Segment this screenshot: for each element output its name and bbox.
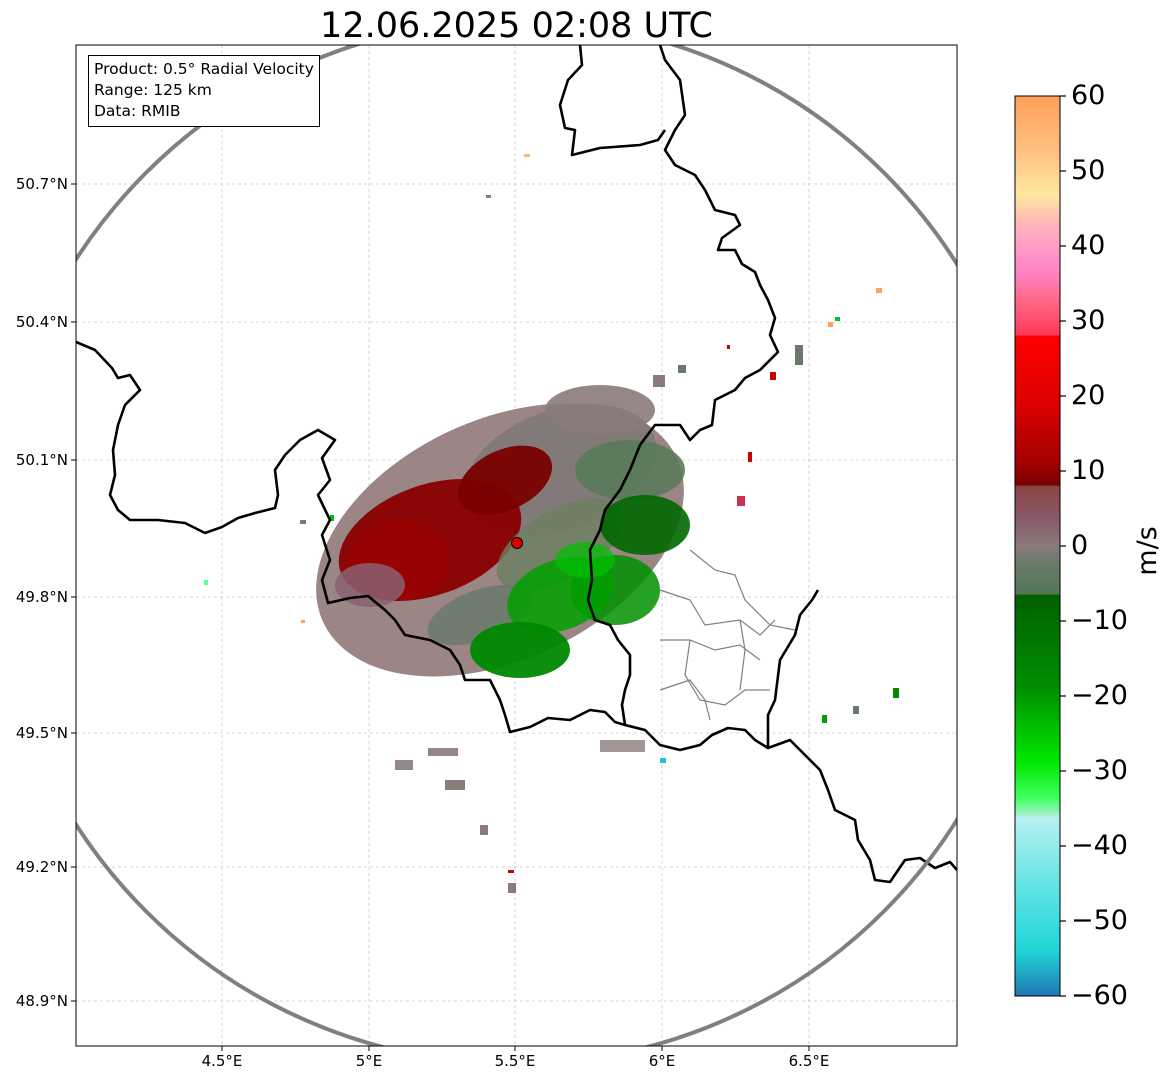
axis-ticks	[71, 183, 810, 1051]
colorbar-ticks	[1060, 95, 1066, 997]
lon-label: 5°E	[355, 1052, 383, 1070]
lon-label: 6°E	[648, 1052, 676, 1070]
colorbar-tick-label: −30	[1071, 755, 1128, 786]
lat-label: 49.2°N	[15, 858, 68, 876]
product-label: Product: 0.5° Radial Velocity	[94, 60, 314, 78]
lon-label: 6.5°E	[788, 1052, 830, 1070]
country-borders	[76, 45, 957, 884]
colorbar-tick-label: 30	[1071, 305, 1106, 336]
product-info-box: Product: 0.5° Radial Velocity Range: 125…	[88, 55, 320, 127]
colorbar-tick-label: 40	[1071, 230, 1106, 261]
data-source-label: Data: RMIB	[94, 102, 181, 120]
colorbar-tick-label: −10	[1071, 605, 1128, 636]
lat-label: 50.1°N	[15, 451, 68, 469]
lat-label: 49.5°N	[15, 724, 68, 742]
lat-label: 50.4°N	[15, 313, 68, 331]
plot-frame	[75, 44, 958, 1047]
colorbar-tick-label: 0	[1071, 530, 1089, 561]
range-label: Range: 125 km	[94, 81, 212, 99]
lon-label: 5.5°E	[494, 1052, 536, 1070]
lat-label: 49.8°N	[15, 588, 68, 606]
colorbar-tick-label: 20	[1071, 380, 1106, 411]
colorbar-tick-label: 60	[1071, 80, 1106, 111]
colorbar-tick-label: −40	[1071, 830, 1128, 861]
colorbar-tick-label: −50	[1071, 905, 1128, 936]
lat-label: 50.7°N	[15, 175, 68, 193]
lon-label: 4.5°E	[201, 1052, 243, 1070]
radar-site-marker	[511, 537, 523, 549]
colorbar-tick-label: −20	[1071, 680, 1128, 711]
colorbar-unit-label: m/s	[1132, 526, 1163, 576]
lat-label: 48.9°N	[15, 992, 68, 1010]
colorbar-tick-label: −60	[1071, 980, 1128, 1011]
colorbar-tick-label: 10	[1071, 455, 1106, 486]
admin-borders	[659, 549, 796, 721]
map-title: 12.06.2025 02:08 UTC	[320, 6, 713, 46]
colorbar-tick-label: 50	[1071, 155, 1106, 186]
velocity-field	[204, 154, 899, 893]
colorbar-bar	[1014, 95, 1061, 997]
